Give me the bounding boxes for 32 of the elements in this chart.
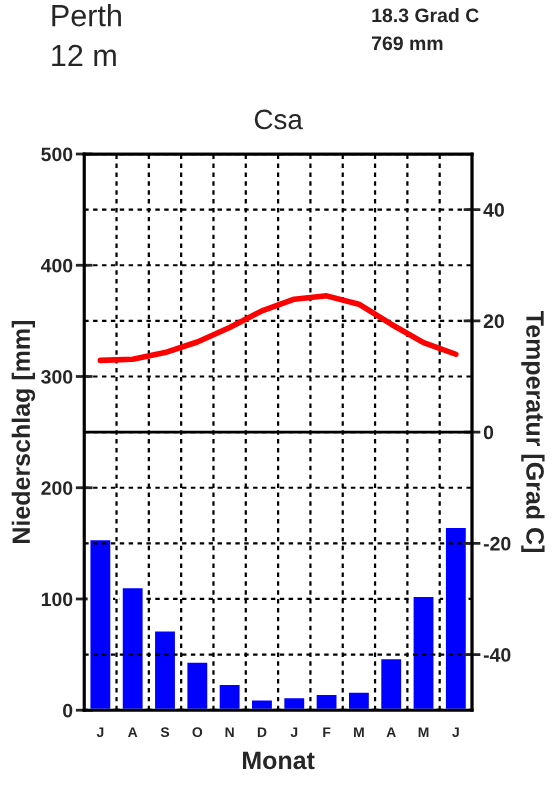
bar: [216, 682, 243, 711]
y-tick-label: 300: [41, 369, 73, 384]
bar: [313, 692, 340, 711]
y2-tick-label: 0: [483, 425, 494, 440]
bar: [249, 697, 275, 711]
y2-tick-label: 40: [483, 203, 504, 217]
bar: [443, 525, 469, 711]
y-tick-label: 400: [40, 258, 73, 273]
chart-title: Perth: [52, 3, 121, 27]
bar: [184, 659, 211, 711]
y-tick-label: 500: [41, 147, 73, 162]
y-tick-label: 0: [63, 703, 73, 718]
bar: [281, 695, 307, 711]
bar: [87, 537, 114, 711]
text: Csa: [254, 109, 303, 130]
line-series: [97, 293, 459, 364]
y-tick-label: 100: [41, 592, 73, 607]
text: 18.3 Grad C: [372, 7, 479, 23]
y-tick-label: 200: [41, 481, 73, 495]
y-axis-title: Niederschlag [mm]: [11, 320, 36, 543]
chart-subtitle: 12 m: [52, 44, 116, 67]
y2-tick-label: 20: [483, 314, 504, 329]
y2-axis-title: Temperatur [Grad C]: [521, 311, 545, 553]
bar: [152, 628, 178, 711]
y2-tick-label: -20: [483, 536, 511, 551]
bar: [378, 656, 404, 711]
bar: [119, 585, 146, 711]
text: 769 mm: [372, 36, 443, 51]
y2-tick-label: -40: [483, 648, 511, 662]
bar: [346, 689, 372, 711]
x-axis-title: Monat: [242, 751, 315, 770]
bar: [410, 594, 437, 711]
